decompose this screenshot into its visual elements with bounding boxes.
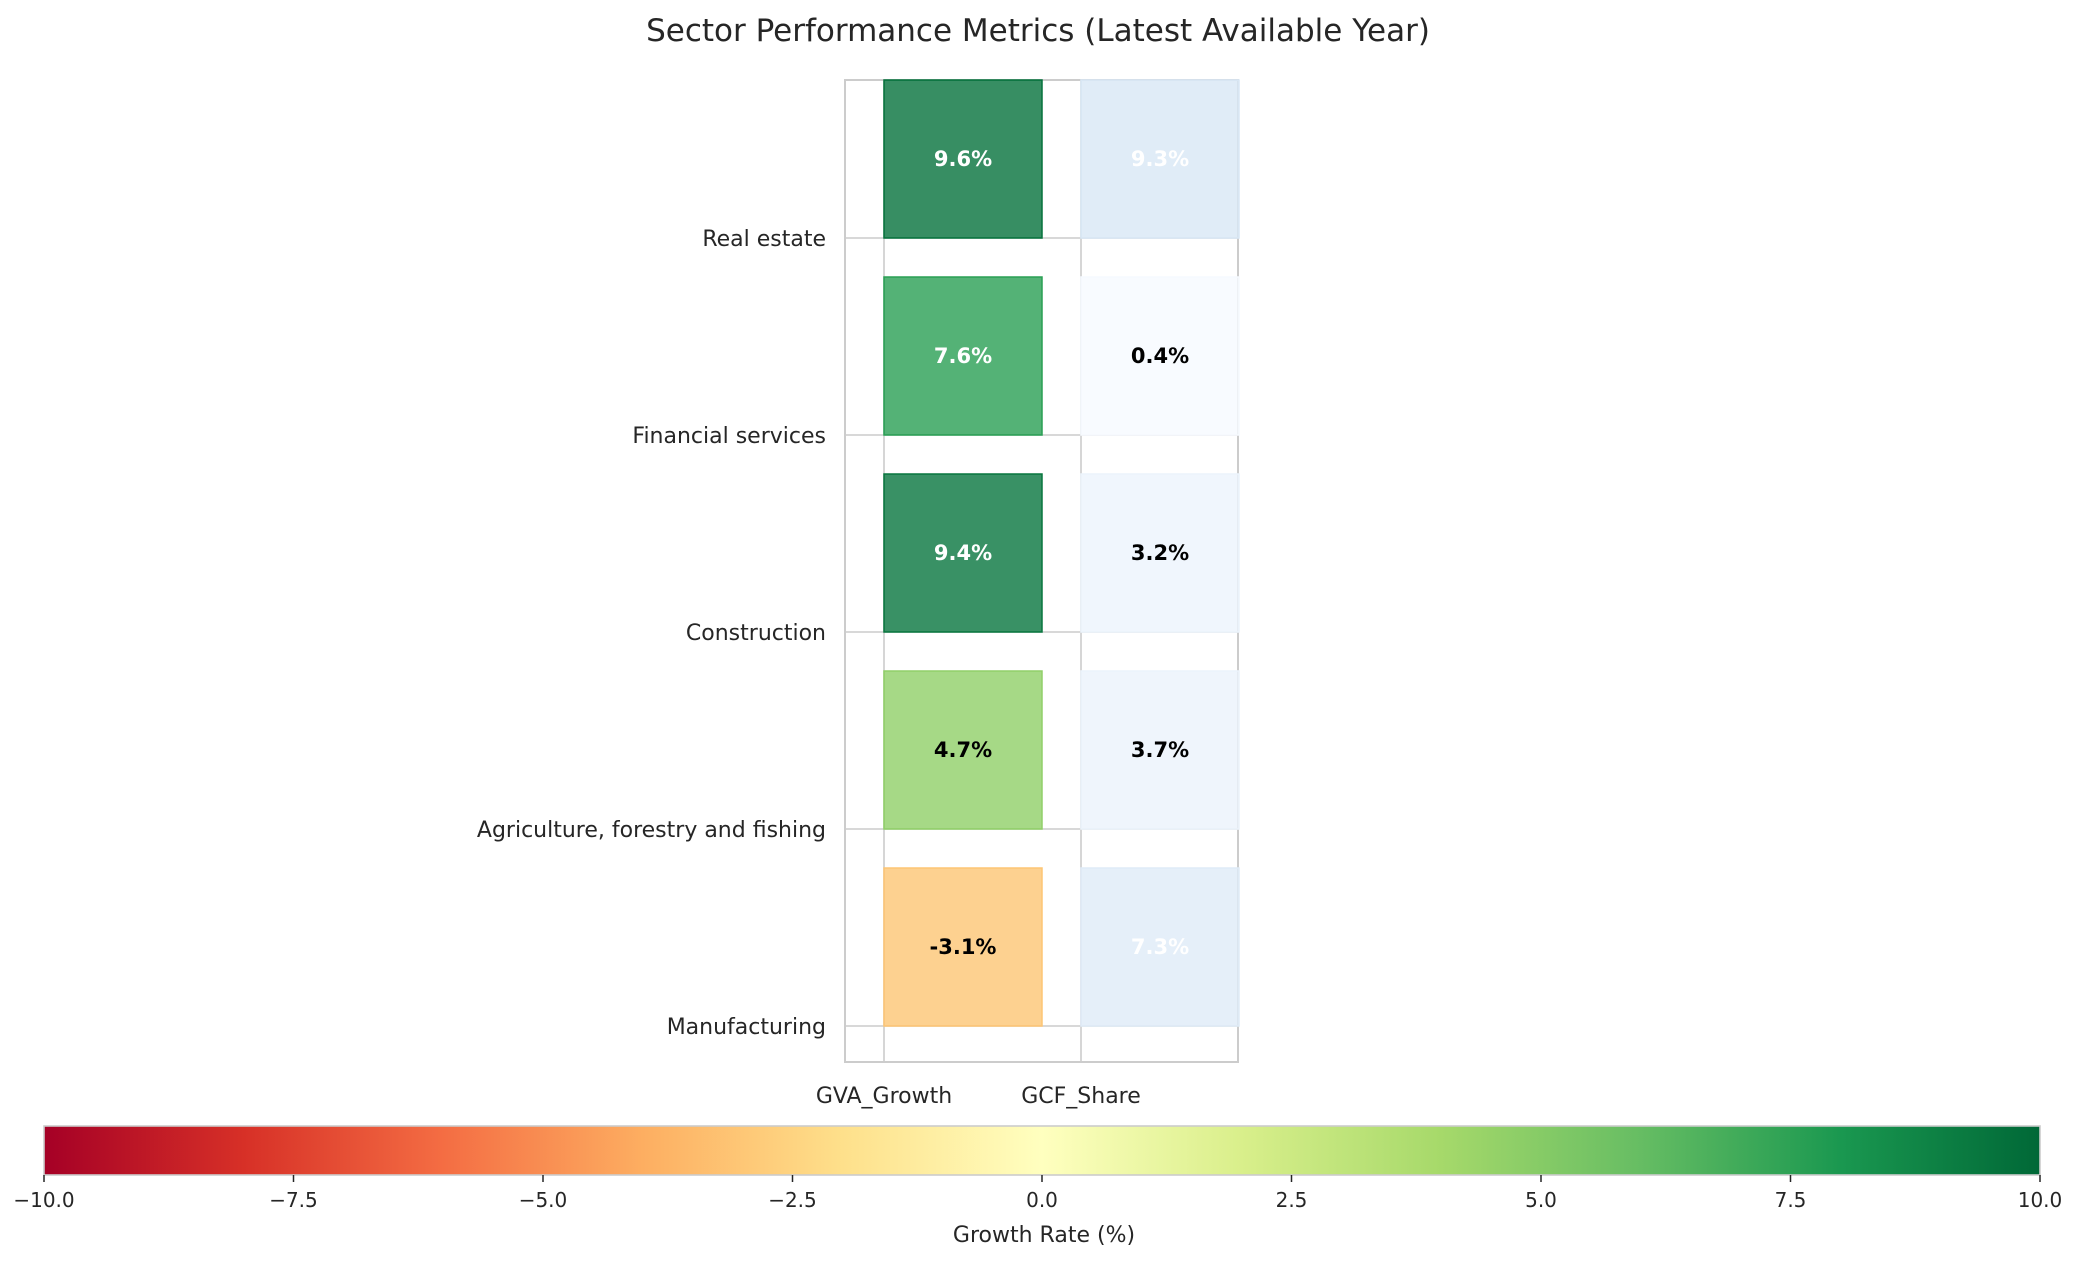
cell-value-label: 7.3% bbox=[1131, 935, 1189, 959]
x-axis-tick-labels: GVA_Growth GCF_Share bbox=[816, 1084, 1141, 1109]
heatmap-cells: 9.6% 9.3% 7.6% 0.4% 9.4% 3.2% 4.7% 3.7% -3.1% 7.3… bbox=[883, 79, 1240, 1027]
colorbar-tick-label: −2.5 bbox=[768, 1188, 817, 1212]
cell-value-label: -3.1% bbox=[930, 935, 997, 959]
cell-value-label: 4.7% bbox=[934, 738, 992, 762]
y-tick-label: Manufacturing bbox=[667, 1015, 826, 1040]
cell-value-label: 9.6% bbox=[934, 147, 992, 171]
cell-value-label: 7.6% bbox=[934, 344, 992, 368]
colorbar-tick-label: 2.5 bbox=[1276, 1188, 1308, 1212]
heatmap-cell bbox=[1080, 670, 1240, 830]
heatmap-cell bbox=[883, 79, 1043, 239]
heatmap-cell bbox=[883, 473, 1043, 633]
heatmap-cell bbox=[883, 276, 1043, 436]
cell-value-label: 3.2% bbox=[1131, 541, 1189, 565]
heatmap-cell bbox=[883, 867, 1043, 1027]
colorbar-gradient bbox=[43, 1125, 2041, 1176]
cell-value-label: 3.7% bbox=[1131, 738, 1189, 762]
colorbar-tick-label: 5.0 bbox=[1525, 1188, 1557, 1212]
x-tick-label: GCF_Share bbox=[1021, 1084, 1141, 1109]
cell-value-label: 9.4% bbox=[934, 541, 992, 565]
colorbar-tick-label: −7.5 bbox=[269, 1188, 318, 1212]
heatmap-cell bbox=[1080, 867, 1240, 1027]
colorbar-tick-label: −10.0 bbox=[13, 1188, 74, 1212]
colorbar-tick-label: −5.0 bbox=[519, 1188, 568, 1212]
colorbar-tick-label: 0.0 bbox=[1026, 1188, 1058, 1212]
colorbar-tick-label: 10.0 bbox=[2018, 1188, 2063, 1212]
heatmap-cell bbox=[1080, 473, 1240, 633]
y-axis-tick-labels: Real estate Financial services Constructio… bbox=[477, 227, 826, 1040]
cell-value-label: 0.4% bbox=[1131, 344, 1189, 368]
colorbar-label: Growth Rate (%) bbox=[953, 1223, 1135, 1248]
heatmap-cell bbox=[1080, 79, 1240, 239]
cell-value-label: 9.3% bbox=[1131, 147, 1189, 171]
y-tick-label: Real estate bbox=[702, 227, 826, 252]
colorbar: −10.0 −7.5 −5.0 −2.5 0.0 2.5 5.0 7.5 10.0 bbox=[13, 1125, 2063, 1212]
colorbar-tick-label: 7.5 bbox=[1775, 1188, 1807, 1212]
plot-area: 9.6% 9.3% 7.6% 0.4% 9.4% 3.2% 4.7% 3.7% -3.1% 7.3… bbox=[477, 79, 1240, 1109]
x-tick-label: GVA_Growth bbox=[816, 1084, 952, 1109]
y-tick-label: Construction bbox=[686, 621, 826, 646]
heatmap-cell bbox=[1080, 276, 1240, 436]
heatmap-cell bbox=[883, 670, 1043, 830]
y-tick-label: Agriculture, forestry and fishing bbox=[477, 818, 826, 843]
chart-title: Sector Performance Metrics (Latest Avail… bbox=[646, 13, 1430, 49]
y-tick-label: Financial services bbox=[632, 424, 826, 449]
